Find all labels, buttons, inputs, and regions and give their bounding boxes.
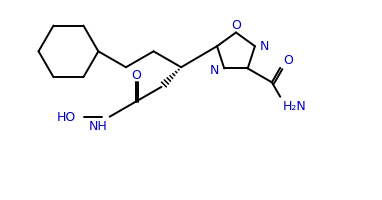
Text: N: N [260,39,269,52]
Text: N: N [210,64,219,77]
Text: HO: HO [57,111,76,124]
Text: O: O [231,19,241,32]
Text: O: O [132,69,141,82]
Text: NH: NH [89,119,108,132]
Text: O: O [283,54,293,67]
Text: H₂N: H₂N [283,99,307,112]
